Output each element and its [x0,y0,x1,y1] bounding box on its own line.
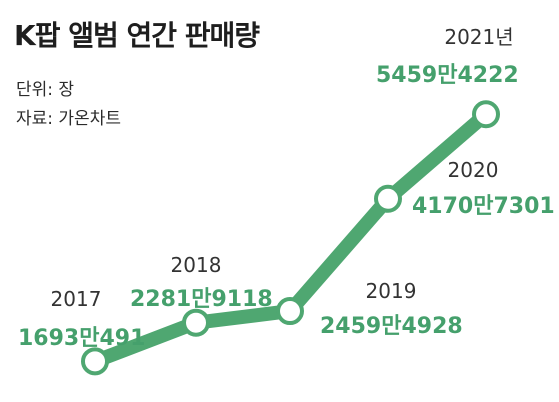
value-label-2018: 2281만9118 [130,287,273,312]
unit-note: 단위: 장 [16,80,75,100]
value-label-2017: 1693만491 [18,326,145,351]
value-label-2021: 5459만4222 [376,63,519,88]
year-label-2017: 2017 [51,287,102,311]
year-label-2018: 2018 [171,253,222,277]
data-point-2017 [81,347,109,376]
data-point-2019 [276,297,304,326]
year-label-2021: 2021년 [444,25,513,49]
data-point-2021 [472,100,500,129]
value-label-2019: 2459만4928 [320,314,463,339]
data-point-2020 [374,184,402,213]
source-note: 자료: 가온차트 [16,109,121,129]
data-point-2018 [182,308,210,337]
year-label-2019: 2019 [366,279,417,303]
value-label-2020: 4170만7301 [412,194,555,219]
chart-title: K팝 앨범 연간 판매량 [14,19,260,52]
year-label-2020: 2020 [448,158,499,182]
